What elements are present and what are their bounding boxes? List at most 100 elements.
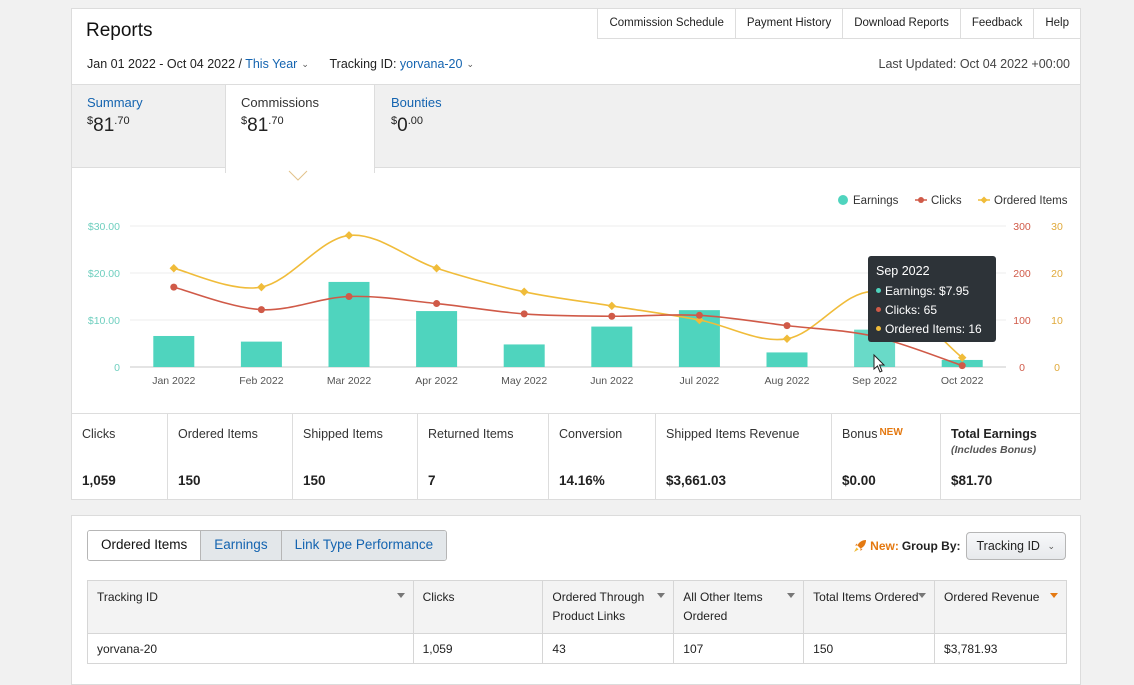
- chevron-down-icon: ⌄: [301, 59, 309, 69]
- tab-commissions-label: Commissions: [241, 95, 320, 110]
- tooltip-title: Sep 2022: [876, 264, 930, 278]
- tracking-id-link[interactable]: yorvana-20: [87, 633, 414, 664]
- legend-clicks-label: Clicks: [931, 195, 962, 207]
- tab-summary[interactable]: Summary $81.70: [72, 85, 225, 169]
- clicks-point: [257, 306, 265, 314]
- stat-value: $0.00: [842, 473, 876, 488]
- stat-value: 1,059: [82, 473, 116, 488]
- summary-amount: $81.70: [87, 115, 130, 136]
- ordered-items-point: [782, 334, 792, 344]
- earnings-bar: [416, 311, 458, 367]
- col-ordered-revenue[interactable]: Ordered Revenue: [934, 580, 1067, 634]
- group-by-label: Group By:: [901, 539, 961, 553]
- y-tick-label-left: $20.00: [88, 268, 120, 280]
- earnings-chart: 0 $10.00 $20.00 $30.00 0 100 200 300 0 10 20 30 Jan …: [88, 195, 1068, 387]
- stat-shipped-items: Shipped Items 150: [293, 414, 418, 499]
- clicks-point: [958, 362, 966, 370]
- y-tick-label-clicks: 200: [1013, 268, 1031, 280]
- tab-ordered-items[interactable]: Ordered Items: [88, 531, 201, 560]
- active-tab-caret: [288, 170, 308, 181]
- tracking-id-dropdown[interactable]: yorvana-20 ⌄: [400, 57, 474, 71]
- stat-label: Bonus NEW: [842, 427, 903, 441]
- col-total-items-ordered[interactable]: Total Items Ordered: [803, 580, 936, 634]
- y-tick-label-left: $10.00: [88, 315, 120, 327]
- sort-icon[interactable]: [787, 593, 796, 598]
- sort-icon[interactable]: [1050, 593, 1058, 598]
- x-tick-label: Oct 2022: [941, 375, 984, 387]
- ordered-items-point: [257, 282, 266, 292]
- col-ordered-through-product-links[interactable]: Ordered Through Product Links: [542, 580, 675, 634]
- stats-row: Clicks 1,059 Ordered Items 150 Shipped I…: [72, 413, 1080, 499]
- tab-link-type-performance[interactable]: Link Type Performance: [280, 531, 447, 560]
- tooltip-earnings: Earnings: $7.95: [876, 282, 988, 301]
- ordered-items-point: [169, 264, 179, 273]
- tab-commissions[interactable]: Commissions $81.70: [225, 85, 375, 173]
- payment-history-link[interactable]: Payment History: [734, 9, 843, 39]
- clicks-point: [783, 322, 791, 330]
- tab-bounties[interactable]: Bounties $0.00: [376, 85, 526, 169]
- legend-ordered-label: Ordered Items: [994, 195, 1068, 207]
- tooltip-ordered-items: Ordered Items: 16: [876, 320, 988, 339]
- cell-other-items: 107: [673, 633, 805, 664]
- x-tick-label: Aug 2022: [765, 375, 810, 387]
- sort-icon[interactable]: [657, 593, 666, 598]
- col-all-other-items-ordered[interactable]: All Other Items Ordered: [673, 580, 805, 634]
- y-tick-label-left: 0: [114, 362, 120, 374]
- stat-label: Total Earnings: [951, 427, 1037, 441]
- y-tick-label-ordered: 0: [1054, 362, 1060, 374]
- tab-bounties-label: Bounties: [391, 95, 442, 110]
- earnings-bar: [153, 335, 195, 367]
- date-filter-row: Jan 01 2022 - Oct 04 2022 / This Year ⌄ T…: [87, 57, 474, 71]
- clicks-point: [695, 311, 703, 319]
- cell-total-items: 150: [803, 633, 936, 664]
- x-tick-label: Feb 2022: [239, 375, 284, 387]
- stat-label: Clicks: [82, 427, 116, 441]
- legend-clicks-marker: [918, 197, 924, 203]
- cell-ordered-revenue: $3,781.93: [934, 633, 1067, 664]
- stat-value: $3,661.03: [666, 473, 727, 488]
- commission-schedule-link[interactable]: Commission Schedule: [597, 9, 735, 39]
- download-reports-link[interactable]: Download Reports: [842, 9, 960, 39]
- stat-value: 7: [428, 473, 436, 488]
- sort-icon[interactable]: [918, 593, 927, 598]
- col-tracking-id[interactable]: Tracking ID: [87, 580, 414, 634]
- tab-earnings[interactable]: Earnings: [200, 531, 281, 560]
- group-by-control: New: Group By: Tracking ID ⌄: [853, 532, 1066, 560]
- stat-label: Shipped Items: [303, 427, 383, 441]
- x-tick-label: Jun 2022: [590, 375, 633, 387]
- stat-value: 14.16%: [559, 473, 605, 488]
- y-tick-label-clicks: 100: [1013, 315, 1031, 327]
- clicks-line: [173, 286, 963, 367]
- earnings-bar: [240, 341, 282, 367]
- group-by-value: Tracking ID: [976, 539, 1040, 553]
- stat-value: 150: [178, 473, 201, 488]
- summary-tabs: Summary $81.70 Commissions $81.70 Bounti…: [72, 84, 1080, 173]
- stat-sublabel: (Includes Bonus): [951, 444, 1037, 456]
- help-link[interactable]: Help: [1033, 9, 1080, 39]
- ordered-items-point: [607, 301, 617, 311]
- ordered-items-line: [173, 234, 963, 359]
- x-tick-label: Jan 2022: [152, 375, 195, 387]
- earnings-bar: [591, 326, 633, 367]
- chevron-down-icon: ⌄: [466, 59, 475, 69]
- new-badge: NEW: [879, 427, 903, 438]
- sort-icon[interactable]: [396, 593, 405, 598]
- y-tick-label-ordered: 30: [1051, 221, 1063, 233]
- y-tick-label-left: $30.00: [88, 221, 120, 233]
- col-clicks[interactable]: Clicks: [412, 580, 544, 634]
- tracking-id-value: yorvana-20: [399, 57, 463, 71]
- stat-total-earnings: Total Earnings (Includes Bonus) $81.70: [941, 414, 1080, 499]
- report-type-tabs: Ordered Items Earnings Link Type Perform…: [87, 530, 448, 561]
- date-preset-dropdown[interactable]: This Year ⌄: [245, 57, 309, 71]
- stat-clicks: Clicks 1,059: [72, 414, 168, 499]
- legend-earnings-label: Earnings: [853, 195, 899, 207]
- x-tick-label: Mar 2022: [327, 375, 372, 387]
- feedback-link[interactable]: Feedback: [959, 9, 1034, 39]
- clicks-point: [170, 283, 178, 291]
- rocket-icon: [854, 540, 867, 552]
- group-by-select[interactable]: Tracking ID ⌄: [965, 532, 1066, 560]
- new-label: New:: [870, 539, 899, 553]
- top-links: Commission Schedule Payment History Down…: [597, 9, 1080, 39]
- clicks-point: [520, 310, 528, 318]
- bounties-amount: $0.00: [391, 115, 423, 136]
